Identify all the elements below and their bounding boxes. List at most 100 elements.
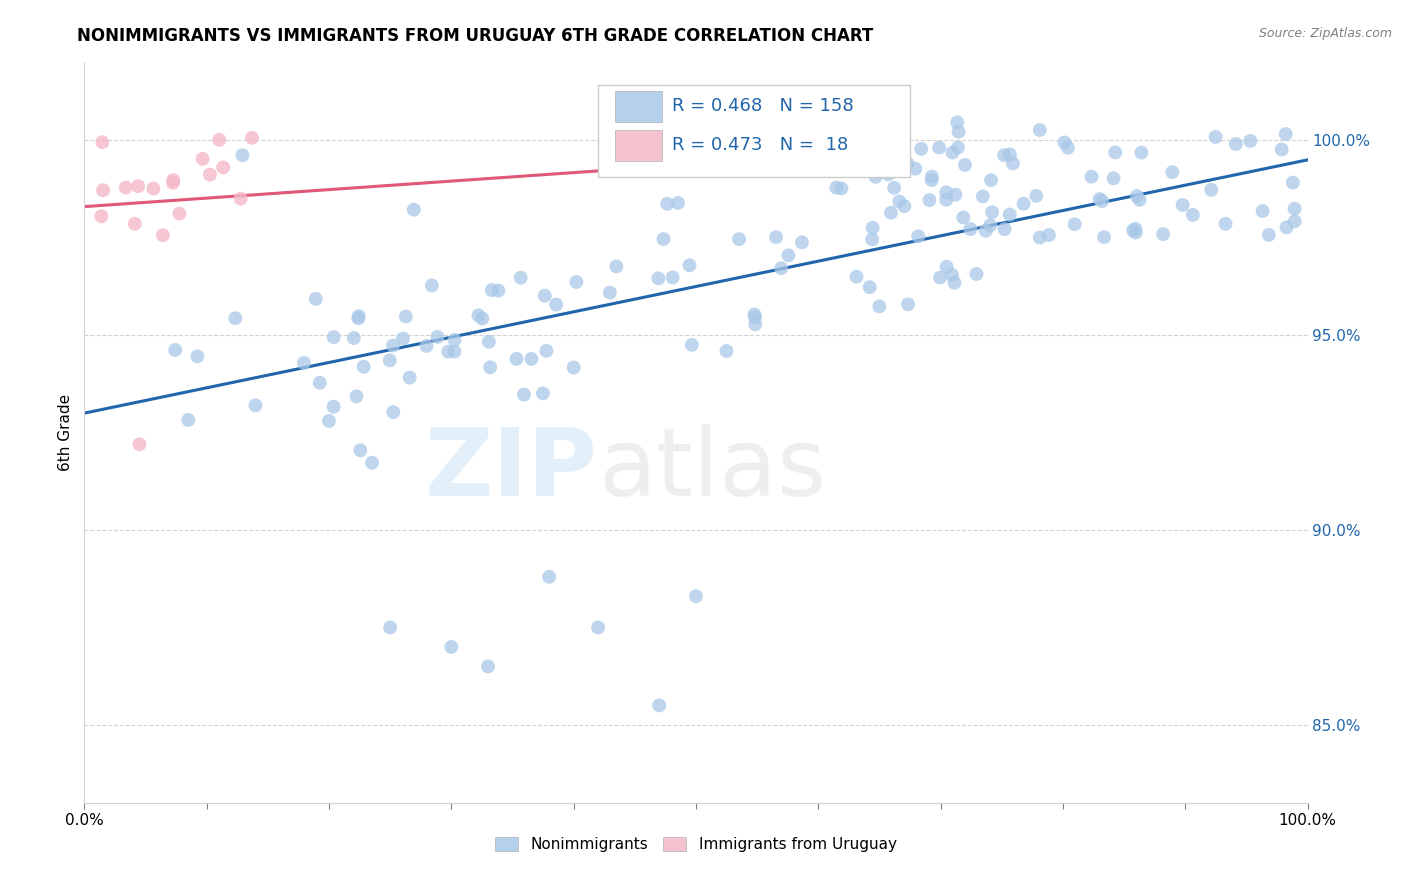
Point xyxy=(877,167,900,181)
Point xyxy=(142,181,165,195)
Point xyxy=(1161,165,1184,179)
Point xyxy=(825,180,848,194)
Point xyxy=(162,176,184,190)
Point xyxy=(807,127,830,141)
Point xyxy=(605,260,627,274)
Point xyxy=(162,173,184,187)
Point xyxy=(744,308,766,322)
Point xyxy=(935,260,957,274)
Text: Source: ZipAtlas.com: Source: ZipAtlas.com xyxy=(1258,27,1392,40)
Point xyxy=(127,179,149,194)
Point xyxy=(440,640,463,654)
Point xyxy=(565,275,588,289)
Point xyxy=(520,351,543,366)
Point xyxy=(467,309,489,323)
Point xyxy=(353,359,375,374)
Point xyxy=(666,196,689,211)
Point xyxy=(860,232,883,246)
Point xyxy=(744,318,766,332)
Point xyxy=(681,338,703,352)
Point xyxy=(318,414,340,428)
Point xyxy=(1251,204,1274,219)
Point xyxy=(993,148,1015,162)
Point xyxy=(245,398,267,412)
Point xyxy=(398,370,420,384)
Point xyxy=(790,235,813,250)
Point xyxy=(728,232,751,246)
Point xyxy=(538,570,561,584)
Point xyxy=(1181,208,1204,222)
Point xyxy=(1012,196,1035,211)
Text: NONIMMIGRANTS VS IMMIGRANTS FROM URUGUAY 6TH GRADE CORRELATION CHART: NONIMMIGRANTS VS IMMIGRANTS FROM URUGUAY… xyxy=(77,27,873,45)
Point xyxy=(744,310,766,325)
Point xyxy=(648,698,671,713)
Point xyxy=(1284,214,1306,228)
Point xyxy=(437,344,460,359)
Point xyxy=(505,351,527,366)
Point xyxy=(765,230,787,244)
Point xyxy=(1125,226,1147,240)
Point xyxy=(647,271,669,285)
Point xyxy=(945,187,967,202)
Point xyxy=(1130,145,1153,160)
Point xyxy=(347,311,370,326)
Point xyxy=(946,115,969,129)
Point xyxy=(546,297,568,311)
Point xyxy=(308,376,330,390)
Point xyxy=(935,186,957,200)
Text: R = 0.473   N =  18: R = 0.473 N = 18 xyxy=(672,136,848,154)
Point xyxy=(395,310,418,324)
Point xyxy=(652,232,675,246)
Point xyxy=(953,158,976,172)
Point xyxy=(880,205,903,219)
Point xyxy=(941,268,963,282)
Legend: Nonimmigrants, Immigrants from Uruguay: Nonimmigrants, Immigrants from Uruguay xyxy=(489,830,903,858)
Point xyxy=(896,156,918,170)
Point xyxy=(893,199,915,213)
Point xyxy=(943,276,966,290)
Point xyxy=(208,133,231,147)
Point xyxy=(661,270,683,285)
Point xyxy=(979,218,1001,232)
Point xyxy=(586,620,609,634)
Point xyxy=(921,173,943,187)
Point xyxy=(378,353,401,368)
Point xyxy=(165,343,187,357)
Point xyxy=(1025,189,1047,203)
Point xyxy=(868,299,890,313)
Point xyxy=(347,310,370,324)
Point xyxy=(897,297,920,311)
Point xyxy=(685,589,707,603)
Point xyxy=(212,161,235,175)
Point xyxy=(889,194,911,209)
Point xyxy=(1284,202,1306,216)
Point xyxy=(124,217,146,231)
Point xyxy=(859,280,882,294)
Point xyxy=(974,224,997,238)
Point xyxy=(1128,193,1150,207)
Point xyxy=(966,267,988,281)
Y-axis label: 6th Grade: 6th Grade xyxy=(58,394,73,471)
Point xyxy=(1126,189,1149,203)
Point xyxy=(169,206,191,220)
Point xyxy=(533,288,555,302)
Point xyxy=(910,142,932,156)
Point xyxy=(993,222,1015,236)
Point xyxy=(972,189,994,203)
Point xyxy=(1257,227,1279,242)
Point xyxy=(657,196,679,211)
Point xyxy=(1122,223,1144,237)
Point xyxy=(929,270,952,285)
Point xyxy=(231,148,253,162)
Point xyxy=(343,331,366,345)
Point xyxy=(1271,143,1294,157)
Point xyxy=(883,181,905,195)
Point xyxy=(477,659,499,673)
Point xyxy=(1028,230,1050,244)
Point xyxy=(1215,217,1237,231)
Point xyxy=(935,193,957,207)
Point xyxy=(865,169,887,184)
Point xyxy=(981,205,1004,219)
Point xyxy=(948,125,970,139)
Point xyxy=(1282,176,1305,190)
